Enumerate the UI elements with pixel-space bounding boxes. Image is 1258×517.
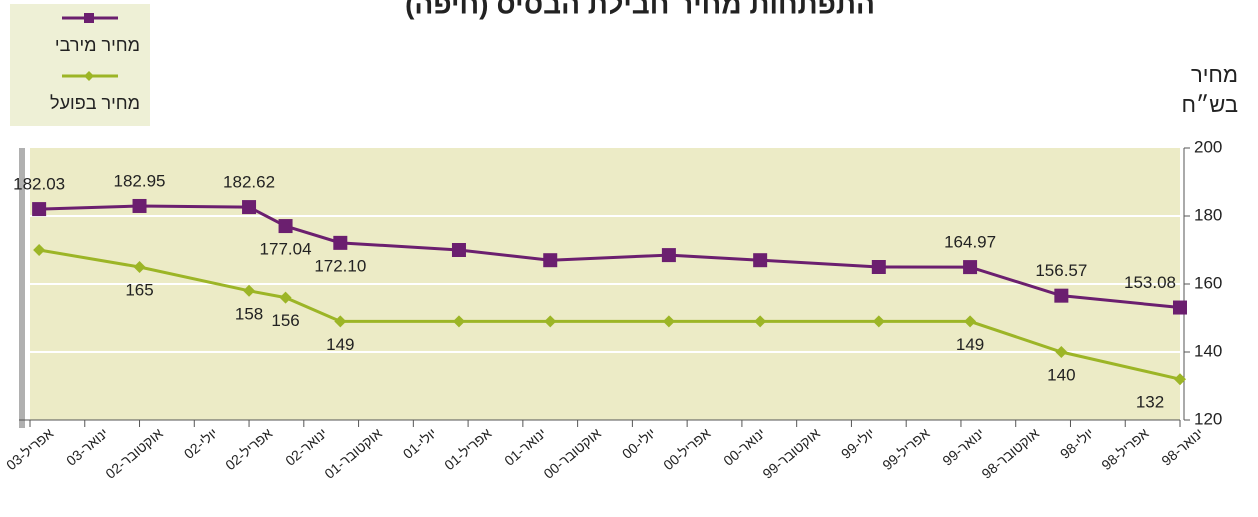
data-label: 182.95: [114, 171, 166, 190]
legend-marker: [84, 13, 94, 23]
x-tick-label: אפריל-01: [441, 425, 494, 473]
x-tick-label: אפריל-03: [3, 425, 56, 473]
y-tick-label: 160: [1194, 273, 1222, 292]
x-tick-label: אפריל-98: [1098, 425, 1151, 473]
x-tick-label: ינואר-03: [63, 425, 111, 469]
x-tick-label: אפריל-02: [222, 425, 275, 473]
y-tick-label: 180: [1194, 205, 1222, 224]
data-label: 177.04: [260, 240, 312, 259]
x-tick-label: יולי-98: [1057, 425, 1097, 462]
chart-title: התפתחות מחיר חבילת הבסיס (חיפה): [405, 0, 875, 19]
point-marker: [1055, 346, 1068, 358]
data-label: 156: [271, 311, 299, 330]
point-marker: [333, 235, 348, 250]
point-marker: [662, 315, 675, 328]
data-label: 158: [235, 304, 263, 323]
data-label: 164.97: [944, 233, 996, 252]
data-label: 182.62: [223, 173, 275, 192]
point-marker: [1173, 300, 1187, 315]
y-axis-label: בש״ח: [1181, 92, 1238, 117]
point-marker: [544, 315, 557, 328]
x-tick-label: אפריל-00: [660, 425, 713, 473]
point-marker: [1054, 288, 1069, 303]
x-tick-label: ינואר-02: [282, 425, 330, 469]
point-marker: [133, 261, 146, 273]
x-tick-label: יולי-02: [181, 425, 221, 462]
data-label: 172.10: [314, 256, 366, 275]
point-marker: [871, 260, 886, 274]
x-tick-label: אוקטובר-98: [978, 425, 1042, 482]
point-marker: [32, 202, 47, 217]
point-marker: [278, 219, 293, 234]
point-marker: [33, 244, 46, 256]
point-marker: [279, 291, 292, 304]
point-marker: [242, 200, 257, 215]
x-tick-label: ינואר-98: [1158, 425, 1206, 469]
x-tick-label: יולי-99: [838, 425, 878, 462]
point-marker: [1174, 373, 1186, 386]
y-tick-label: 120: [1194, 409, 1222, 428]
point-marker: [132, 198, 147, 213]
point-marker: [963, 260, 978, 275]
x-tick-label: אוקטובר-99: [759, 425, 823, 482]
x-tick-label: אוקטובר-00: [540, 425, 604, 482]
legend-box: [10, 4, 150, 126]
x-tick-label: ינואר-99: [939, 425, 987, 469]
point-marker: [753, 253, 768, 268]
point-marker: [451, 243, 466, 257]
point-marker: [452, 315, 465, 328]
point-marker: [334, 315, 347, 328]
y-tick-label: 140: [1194, 341, 1222, 360]
data-label: 140: [1047, 365, 1075, 384]
point-marker: [243, 284, 256, 297]
left-border: [19, 148, 25, 428]
x-tick-label: אוקטובר-02: [102, 425, 166, 482]
data-label: 182.03: [13, 175, 65, 194]
y-axis-label: מחיר: [1191, 62, 1238, 87]
x-tick-label: ינואר-00: [720, 425, 768, 469]
point-marker: [661, 248, 676, 263]
data-label: 156.57: [1035, 261, 1087, 280]
x-tick-label: יולי-00: [619, 425, 659, 462]
x-tick-label: אוקטובר-01: [321, 425, 385, 482]
data-label: 165: [125, 280, 153, 299]
legend-marker: [84, 71, 94, 81]
legend-label: מחיר בפועל: [50, 93, 140, 113]
point-marker: [754, 315, 767, 328]
point-marker: [964, 315, 977, 328]
data-label: 153.08: [1124, 273, 1176, 292]
x-tick-label: אפריל-99: [879, 425, 932, 473]
x-tick-label: ינואר-01: [501, 425, 549, 469]
x-tick-label: יולי-01: [400, 425, 440, 462]
point-marker: [872, 315, 885, 328]
y-tick-label: 200: [1194, 137, 1222, 156]
data-label: 149: [326, 335, 354, 354]
data-label: 149: [956, 335, 984, 354]
point-marker: [543, 253, 558, 268]
legend-label: מחיר מירבי: [55, 35, 140, 55]
data-label: 132: [1136, 393, 1164, 412]
